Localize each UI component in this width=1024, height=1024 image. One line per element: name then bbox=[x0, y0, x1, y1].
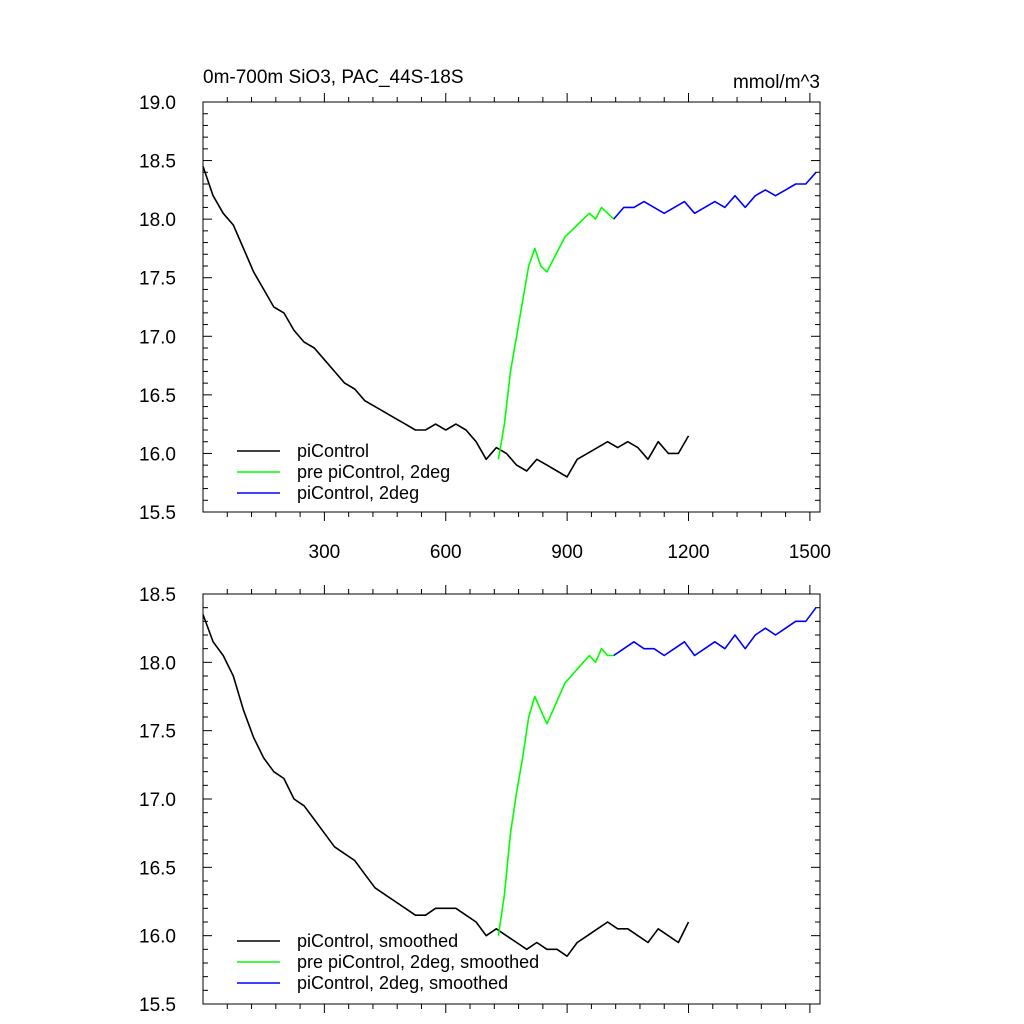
series-line-0 bbox=[202, 166, 690, 478]
y-tick-label: 18.5 bbox=[139, 152, 176, 173]
series-line-1 bbox=[497, 206, 615, 460]
legend-label: pre piControl, 2deg bbox=[297, 462, 450, 482]
y-tick-label: 16.5 bbox=[139, 858, 176, 879]
series-line-2 bbox=[613, 171, 817, 220]
x-tick-label: 900 bbox=[551, 542, 583, 563]
y-tick-label: 19.0 bbox=[139, 93, 176, 114]
bottom-panel: 15.5 16.0 16.5 17.0 17.5 18.0 18.5 piControl, s… bbox=[139, 585, 821, 1016]
y-tick-label: 17.5 bbox=[139, 722, 176, 743]
series-line-1 bbox=[497, 647, 614, 936]
y-tick-label: 15.5 bbox=[139, 995, 176, 1016]
y-tick-label: 18.0 bbox=[139, 653, 176, 674]
legend-label: pre piControl, 2deg, smoothed bbox=[297, 952, 539, 972]
plot-frame bbox=[202, 593, 821, 1005]
y-tick-label: 16.5 bbox=[139, 386, 176, 407]
x-tick-label: 300 bbox=[309, 542, 341, 563]
unit-label: mmol/m^3 bbox=[733, 72, 820, 93]
y-tick-label: 16.0 bbox=[139, 444, 176, 465]
plot-frame bbox=[202, 101, 821, 513]
y-tick-label: 18.5 bbox=[139, 585, 176, 606]
y-tick-label: 17.0 bbox=[139, 790, 176, 811]
legend-label: piControl, 2deg bbox=[297, 483, 419, 503]
y-tick-label: 17.0 bbox=[139, 327, 176, 348]
chart-title: 0m-700m SiO3, PAC_44S-18S bbox=[203, 67, 464, 88]
x-tick-label: 600 bbox=[430, 542, 462, 563]
y-tick-label: 17.5 bbox=[139, 269, 176, 290]
top-panel: 15.5 16.0 16.5 17.0 17.5 18.0 18.5 19.0 300 600 90… bbox=[139, 93, 831, 563]
legend-label: piControl, smoothed bbox=[297, 931, 458, 951]
x-tick-label: 1200 bbox=[667, 542, 709, 563]
legend-label: piControl bbox=[297, 441, 369, 461]
y-tick-label: 18.0 bbox=[139, 210, 176, 231]
y-tick-label: 15.5 bbox=[139, 503, 176, 524]
legend-label: piControl, 2deg, smoothed bbox=[297, 973, 508, 993]
y-tick-label: 16.0 bbox=[139, 927, 176, 948]
series-line-2 bbox=[613, 607, 817, 657]
series-line-0 bbox=[202, 614, 690, 958]
x-tick-label: 1500 bbox=[789, 542, 831, 563]
